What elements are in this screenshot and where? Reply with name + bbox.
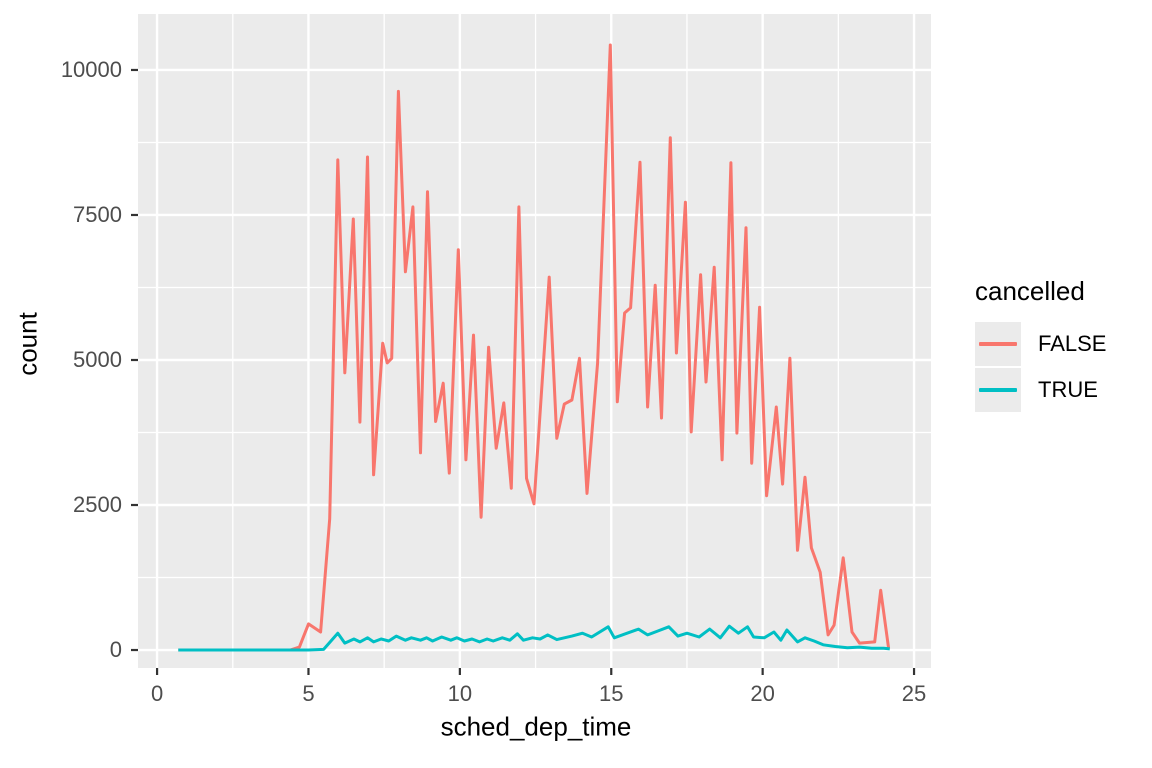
x-tick-label: 15 [599, 681, 624, 706]
legend-entry-true: TRUE [975, 368, 1106, 412]
legend-label: FALSE [1038, 331, 1107, 356]
y-tick-label: 10000 [60, 56, 122, 82]
legend-title: cancelled [975, 276, 1085, 306]
legend-key-box [975, 368, 1021, 412]
legend-label: TRUE [1038, 377, 1098, 402]
x-tick-label: 5 [302, 681, 315, 706]
y-tick-label: 5000 [73, 346, 122, 372]
legend-line-icon [979, 388, 1017, 392]
x-axis-title: sched_dep_time [440, 711, 632, 742]
series-line-false [178, 43, 891, 652]
series-line-true [178, 624, 890, 652]
legend-entry-false: FALSE [975, 322, 1106, 366]
legend-key-box [975, 322, 1021, 366]
x-tick-label: 10 [447, 681, 473, 706]
x-tick-label: 0 [150, 681, 164, 706]
y-tick-label: 0 [109, 637, 122, 663]
legend: cancelled FALSE TRUE [975, 276, 1106, 414]
y-tick-label: 7500 [73, 201, 122, 227]
legend-line-icon [979, 342, 1017, 346]
y-tick-label: 2500 [73, 492, 122, 517]
plot-panel [138, 14, 931, 668]
x-tick-label: 25 [901, 681, 927, 706]
legend-entries: FALSE TRUE [975, 322, 1106, 412]
x-tick-label: 20 [750, 681, 775, 706]
